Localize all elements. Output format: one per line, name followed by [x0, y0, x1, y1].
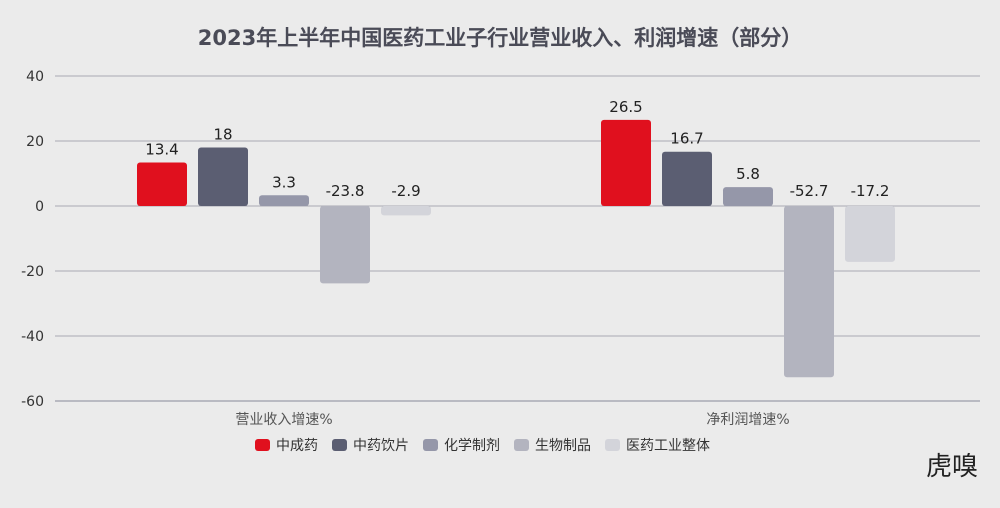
legend-label: 化学制剂 — [444, 438, 500, 454]
legend-swatch — [332, 439, 347, 451]
huxiu-logo: 虎嗅 — [925, 452, 978, 482]
data-label: 5.8 — [736, 165, 760, 183]
data-label: 16.7 — [670, 130, 703, 148]
y-tick-label: -40 — [21, 329, 44, 345]
y-tick-label: 20 — [26, 134, 44, 150]
data-label: -52.7 — [790, 182, 829, 200]
data-label: -2.9 — [391, 182, 420, 200]
legend-item: 化学制剂 — [423, 435, 500, 455]
data-label: 3.3 — [272, 173, 296, 191]
legend: 中成药 中药饮片 化学制剂 生物制品 医药工业整体 — [255, 435, 710, 455]
category-label: 净利润增速% — [706, 412, 789, 428]
bar — [198, 147, 248, 206]
legend-label: 中药饮片 — [353, 438, 409, 454]
chart-title: 2023年上半年中国医药工业子行业营业收入、利润增速（部分） — [197, 26, 803, 50]
category-label: 营业收入增速% — [235, 412, 332, 428]
bar — [259, 195, 309, 206]
legend-swatch — [514, 439, 529, 451]
bar — [784, 206, 834, 378]
y-tick-label: 0 — [35, 199, 44, 215]
legend-swatch — [423, 439, 438, 451]
y-tick-label: -60 — [21, 394, 44, 410]
data-label: -17.2 — [851, 182, 890, 200]
legend-label: 医药工业整体 — [626, 438, 710, 454]
bar — [381, 206, 431, 216]
y-tick-label: 40 — [26, 69, 44, 85]
bar — [845, 206, 895, 262]
legend-item: 中成药 — [255, 435, 318, 455]
bar — [601, 119, 651, 206]
data-label: -23.8 — [326, 182, 365, 200]
bar — [723, 187, 773, 206]
data-label: 26.5 — [609, 98, 642, 116]
legend-swatch — [605, 439, 620, 451]
data-label: 18 — [213, 126, 232, 144]
legend-label: 生物制品 — [535, 438, 591, 454]
y-tick-label: -20 — [21, 264, 44, 280]
bar — [137, 162, 187, 206]
bar — [662, 151, 712, 206]
legend-item: 生物制品 — [514, 435, 591, 455]
legend-item: 医药工业整体 — [605, 435, 710, 455]
legend-swatch — [255, 439, 270, 451]
data-label: 13.4 — [145, 140, 178, 158]
legend-item: 中药饮片 — [332, 435, 409, 455]
legend-label: 中成药 — [276, 438, 318, 454]
bar — [320, 206, 370, 284]
